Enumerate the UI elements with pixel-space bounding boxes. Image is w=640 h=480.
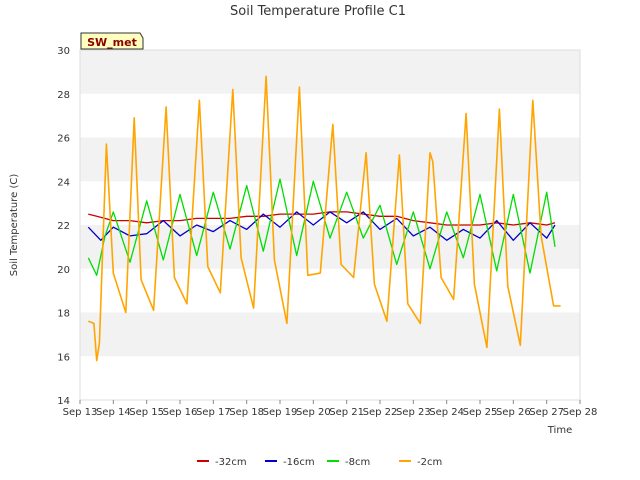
y-axis-label: Soil Temperature (C) xyxy=(9,174,20,277)
y-tick-label: 16 xyxy=(57,352,70,363)
series-line-32cm xyxy=(88,211,556,226)
y-tick-label: 22 xyxy=(57,221,70,232)
grid-band xyxy=(80,356,580,400)
grid-band xyxy=(80,181,580,225)
grid-band xyxy=(80,312,580,357)
site-badge-box xyxy=(80,32,144,50)
y-axis-ticks: 14 16 18 20 22 24 26 28 30 xyxy=(57,46,70,407)
x-tick-label: Sep 14 xyxy=(96,407,131,418)
legend-label: -16cm xyxy=(283,457,315,468)
x-tick-label: Sep 18 xyxy=(229,407,264,418)
x-tick-label: Sep 19 xyxy=(263,407,298,418)
chart-title: Soil Temperature Profile C1 xyxy=(230,4,406,19)
legend-label: -2cm xyxy=(417,457,442,468)
y-tick-label: 26 xyxy=(57,134,70,145)
x-tick-label: Sep 23 xyxy=(396,407,431,418)
y-tick-label: 18 xyxy=(57,309,70,320)
y-tick-label: 24 xyxy=(57,177,70,188)
x-tick-label: Sep 21 xyxy=(329,407,364,418)
series-line-2cm xyxy=(88,75,561,362)
x-tick-label: Sep 25 xyxy=(463,407,498,418)
legend-label: -32cm xyxy=(215,457,247,468)
x-tick-label: Sep 17 xyxy=(196,407,231,418)
x-tick-label: Sep 20 xyxy=(296,407,331,418)
series-line-16cm xyxy=(87,211,556,241)
series-line-8cm xyxy=(87,178,556,276)
x-tick-label: Sep 28 xyxy=(563,407,598,418)
x-tick-label: Sep 16 xyxy=(163,407,198,418)
grid-band xyxy=(80,268,580,313)
grid-band xyxy=(80,225,580,269)
x-tick-label: Sep 26 xyxy=(496,407,531,418)
x-tick-label: Sep 27 xyxy=(529,407,564,418)
grid-band xyxy=(80,93,580,138)
site-badge: SW_met xyxy=(80,32,144,50)
y-tick-label: 14 xyxy=(57,396,70,407)
x-tick-label: Sep 22 xyxy=(363,407,398,418)
plot-frame xyxy=(79,49,581,401)
legend-label: -8cm xyxy=(345,457,370,468)
x-tick-label: Sep 24 xyxy=(429,407,464,418)
y-tick-label: 28 xyxy=(57,90,70,101)
x-tick-label: Sep 15 xyxy=(129,407,164,418)
legend: -32cm -16cm -8cm -2cm xyxy=(197,457,442,468)
x-axis-label: Time xyxy=(547,425,572,436)
site-badge-label: SW_met xyxy=(87,36,137,49)
x-tick-label: Sep 13 xyxy=(63,407,98,418)
y-tick-label: 20 xyxy=(57,265,70,276)
grid-band xyxy=(80,50,580,94)
series-lines xyxy=(87,75,561,362)
y-tick-label: 30 xyxy=(57,46,70,57)
